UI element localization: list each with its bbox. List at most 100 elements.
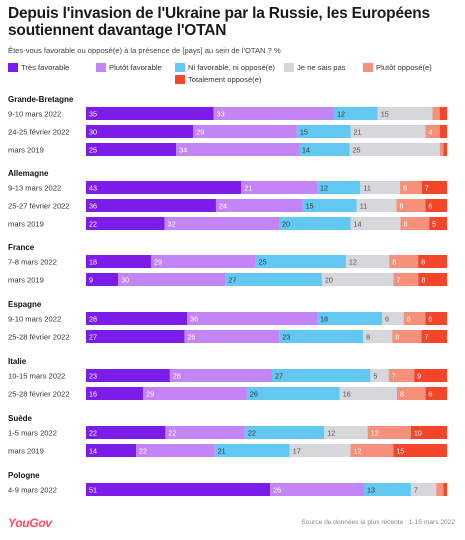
- data-label: 20: [325, 275, 333, 284]
- country-label: Pologne: [8, 471, 40, 480]
- data-label: 8: [395, 332, 399, 341]
- data-label: 7: [396, 275, 400, 284]
- bar-segment: [86, 369, 170, 382]
- bar-segment: [214, 444, 290, 457]
- data-label: 34: [179, 145, 187, 154]
- data-label: 8: [404, 219, 408, 228]
- data-label: 21: [218, 446, 226, 455]
- legend-swatch: [175, 63, 185, 72]
- data-label: 6: [385, 314, 389, 323]
- row-label: mars 2019: [8, 146, 44, 155]
- bar-segment: [86, 181, 242, 194]
- bar-segment: [439, 125, 447, 138]
- bar-segment: [439, 107, 447, 120]
- row-label: mars 2019: [8, 220, 44, 229]
- data-label: 20: [282, 219, 290, 228]
- row-label: 7-8 mars 2022: [8, 258, 57, 267]
- data-label: 30: [89, 127, 97, 136]
- data-label: 8: [400, 389, 404, 398]
- bar-segment: [86, 426, 166, 439]
- data-label: 23: [282, 332, 290, 341]
- data-label: 21: [354, 127, 362, 136]
- bar-segment: [425, 199, 447, 212]
- legend-swatch: [284, 63, 294, 72]
- bar-segment: [150, 255, 256, 268]
- bar-segment: [349, 143, 440, 156]
- country-label: Italie: [8, 357, 27, 366]
- data-label: 22: [248, 428, 256, 437]
- legend-swatch: [96, 63, 106, 72]
- data-label: 28: [173, 371, 181, 380]
- legend-label: Je ne sais pas: [297, 63, 346, 72]
- data-label: 35: [89, 109, 97, 118]
- data-label: 9: [417, 371, 421, 380]
- legend-label: Totalement opposé(e): [188, 75, 262, 84]
- data-label: 12: [354, 446, 362, 455]
- data-label: 6: [428, 201, 432, 210]
- bar-segment: [296, 125, 351, 138]
- bar-segment: [410, 483, 437, 496]
- bar-segment: [244, 426, 325, 439]
- data-label: 22: [89, 219, 97, 228]
- data-label: 26: [250, 389, 258, 398]
- data-label: 26: [273, 485, 281, 494]
- bar-segment: [425, 387, 447, 400]
- bar-segment: [241, 181, 318, 194]
- bar-segment: [86, 255, 151, 268]
- data-label: 11: [363, 183, 370, 192]
- bar-segment: [271, 369, 371, 382]
- bar-segment: [396, 387, 426, 400]
- row-label: 4-9 mars 2022: [8, 486, 57, 495]
- bar-segment: [429, 217, 447, 230]
- country-label: Suède: [8, 414, 33, 423]
- country-label: Allemagne: [8, 169, 49, 178]
- bar-segment: [255, 255, 346, 268]
- bar-segment: [377, 107, 433, 120]
- data-label: 28: [89, 314, 97, 323]
- bar-segment: [118, 273, 226, 286]
- bar-segment: [370, 369, 389, 382]
- data-label: 15: [381, 109, 389, 118]
- data-label: 12: [337, 109, 345, 118]
- legend-label: Plutôt opposé(e): [376, 63, 432, 72]
- row-label: 9-10 mars 2022: [8, 110, 61, 119]
- bar-segment: [350, 444, 394, 457]
- data-label: 5: [373, 371, 377, 380]
- bar-segment: [389, 255, 419, 268]
- data-label: 12: [320, 183, 328, 192]
- bar-segment: [317, 312, 383, 325]
- country-label: Espagne: [8, 300, 42, 309]
- bar-segment: [345, 255, 390, 268]
- bar-segment: [136, 444, 215, 457]
- bar-segment: [360, 181, 401, 194]
- bar-segment: [176, 143, 299, 156]
- bar-segment: [86, 143, 177, 156]
- data-label: 14: [302, 145, 310, 154]
- bar-segment: [410, 426, 447, 439]
- data-label: 36: [190, 314, 198, 323]
- yougov-logo: YouGov: [8, 516, 52, 530]
- bar-segment: [187, 312, 318, 325]
- data-label: 36: [89, 201, 97, 210]
- bar-segment: [86, 312, 188, 325]
- data-label: 6: [428, 314, 432, 323]
- bar-segment: [333, 107, 378, 120]
- bar-segment: [86, 199, 216, 212]
- data-label: 15: [300, 127, 308, 136]
- bar-segment: [321, 273, 394, 286]
- bar-segment: [418, 273, 447, 286]
- data-label: 51: [89, 485, 97, 494]
- row-label: 25-27 février 2022: [8, 202, 70, 211]
- source-note: Source de données la plus récente : 1-15…: [301, 519, 455, 526]
- bar-segment: [339, 387, 397, 400]
- country-label: Grande-Bretagne: [8, 95, 74, 104]
- bar-segment: [393, 273, 419, 286]
- bar-segment: [400, 217, 430, 230]
- legend-swatch: [363, 63, 373, 72]
- data-label: 7: [392, 371, 396, 380]
- bar-segment: [400, 181, 422, 194]
- data-label: 8: [421, 257, 425, 266]
- data-label: 6: [403, 183, 407, 192]
- data-label: 10: [414, 428, 422, 437]
- data-label: 30: [121, 275, 129, 284]
